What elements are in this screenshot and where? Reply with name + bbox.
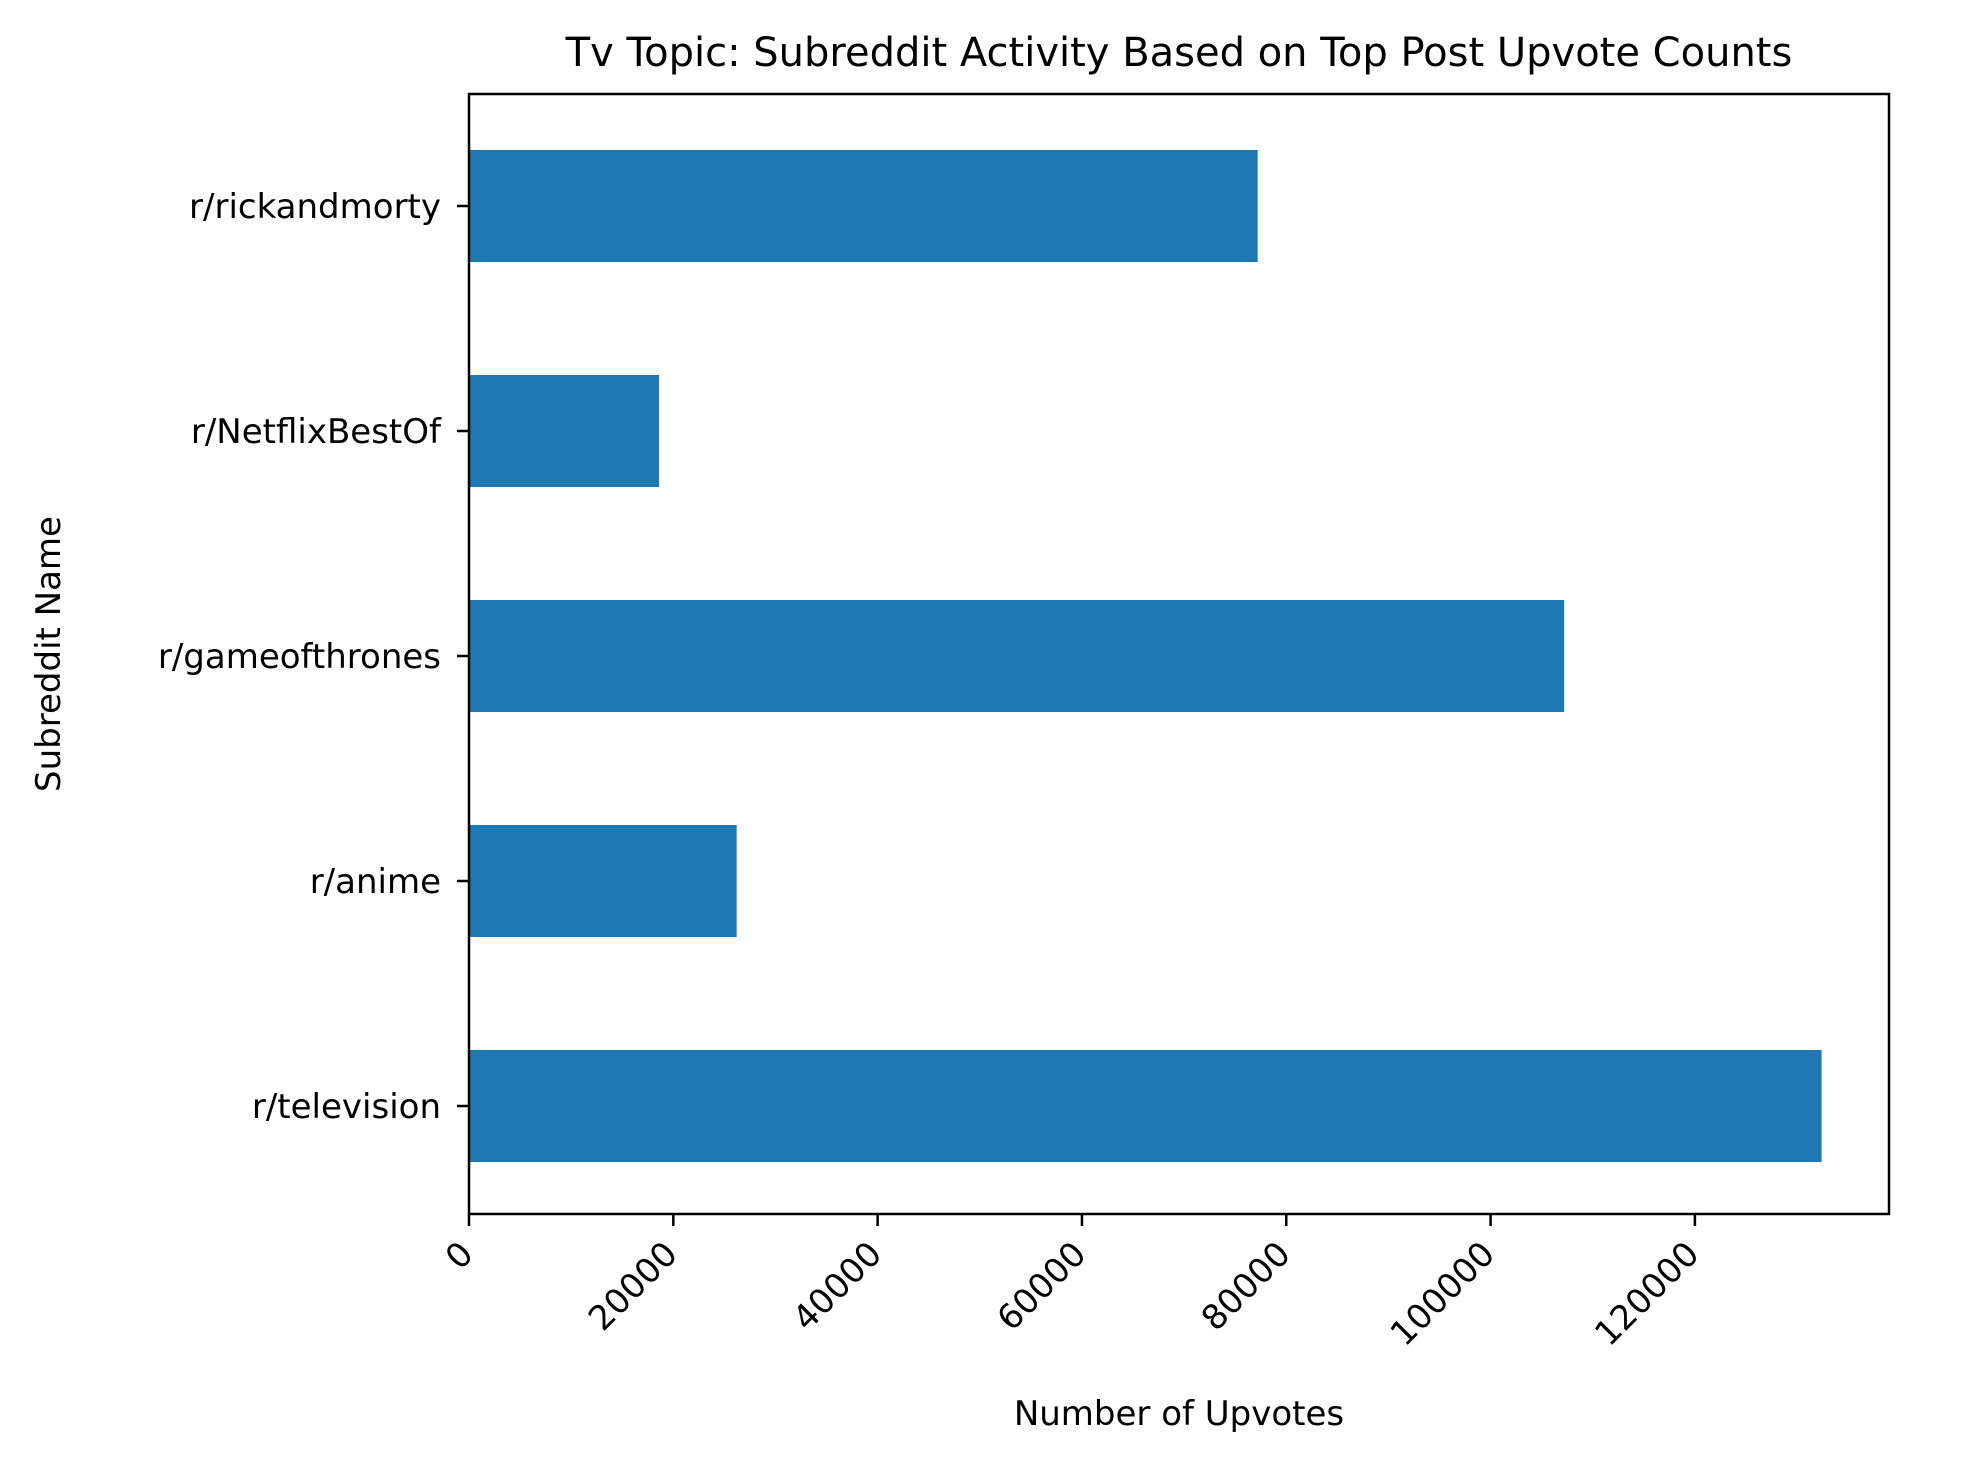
x-tick-label: 40000	[785, 1234, 890, 1339]
chart-title: Tv Topic: Subreddit Activity Based on To…	[565, 30, 1793, 76]
bars-layer	[469, 150, 1822, 1162]
x-tick-label: 80000	[1194, 1234, 1299, 1339]
y-tick-label: r/NetflixBestOf	[191, 412, 442, 452]
x-tick-label: 60000	[990, 1234, 1095, 1339]
x-tick-label: 20000	[581, 1234, 686, 1339]
y-tick-label: r/rickandmorty	[189, 187, 441, 227]
x-tick-label: 0	[438, 1234, 482, 1278]
x-tick-label: 100000	[1383, 1234, 1503, 1354]
x-axis-label: Number of Upvotes	[1014, 1394, 1344, 1434]
y-tick-label: r/gameofthrones	[158, 637, 441, 677]
bar-r-rickandmorty	[469, 150, 1258, 262]
y-tick-label: r/television	[252, 1087, 441, 1127]
bar-r-anime	[469, 825, 737, 937]
y-tick-label: r/anime	[310, 862, 441, 902]
x-axis: 0 20000 40000 60000 80000 100000 120000	[438, 1214, 1707, 1354]
plot-frame	[467, 92, 1891, 1216]
y-axis: r/television r/anime r/gameofthrones r/Netf…	[158, 187, 469, 1127]
x-tick-label: 120000	[1587, 1234, 1707, 1354]
bar-r-television	[469, 1050, 1822, 1162]
y-axis-label: Subreddit Name	[29, 516, 69, 792]
bar-r-gameofthrones	[469, 600, 1565, 712]
bar-r-netflixbestof	[469, 375, 660, 487]
